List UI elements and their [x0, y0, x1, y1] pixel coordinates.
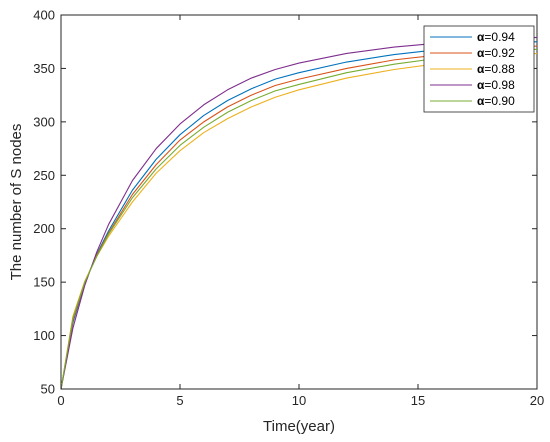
y-tick-label: 250 — [33, 168, 55, 183]
legend-value: =0.88 — [484, 62, 515, 76]
legend-entry-3: α=0.88 — [477, 62, 515, 76]
y-tick-label: 150 — [33, 275, 55, 290]
ticks-layer: 0 5 10 15 20 50 100 150 200 250 300 350 400 — [33, 8, 544, 409]
legend-value: =0.90 — [484, 94, 515, 108]
y-tick-label: 50 — [41, 382, 55, 397]
legend-entry-2: α=0.92 — [477, 46, 515, 60]
legend-entry-5: α=0.90 — [477, 94, 515, 108]
legend-alpha-symbol: α — [477, 30, 485, 44]
x-tick-label: 20 — [530, 393, 544, 408]
y-tick-label: 300 — [33, 114, 55, 129]
legend-value: =0.92 — [484, 46, 515, 60]
legend-value: =0.98 — [484, 78, 515, 92]
y-tick-label: 200 — [33, 221, 55, 236]
series-line-5 — [60, 48, 538, 390]
y-tick-label: 100 — [33, 328, 55, 343]
legend-entry-1: α=0.94 — [477, 30, 515, 44]
series-line-4 — [60, 36, 538, 390]
legend-entry-4: α=0.98 — [477, 78, 515, 92]
x-tick-label: 5 — [176, 393, 183, 408]
legend-value: =0.94 — [484, 30, 515, 44]
legend: α=0.94α=0.92α=0.88α=0.98α=0.90 — [423, 25, 535, 113]
y-tick-label: 400 — [33, 8, 55, 23]
x-tick-label: 10 — [292, 393, 306, 408]
series-layer — [60, 36, 538, 390]
x-tick-label: 0 — [57, 393, 64, 408]
y-axis-label: The number of S nodes — [8, 124, 25, 281]
x-axis-label: Time(year) — [263, 418, 335, 435]
legend-alpha-symbol: α — [477, 62, 485, 76]
legend-alpha-symbol: α — [477, 46, 485, 60]
legend-alpha-symbol: α — [477, 78, 485, 92]
legend-alpha-symbol: α — [477, 94, 485, 108]
x-tick-label: 15 — [411, 393, 425, 408]
y-tick-label: 350 — [33, 61, 55, 76]
